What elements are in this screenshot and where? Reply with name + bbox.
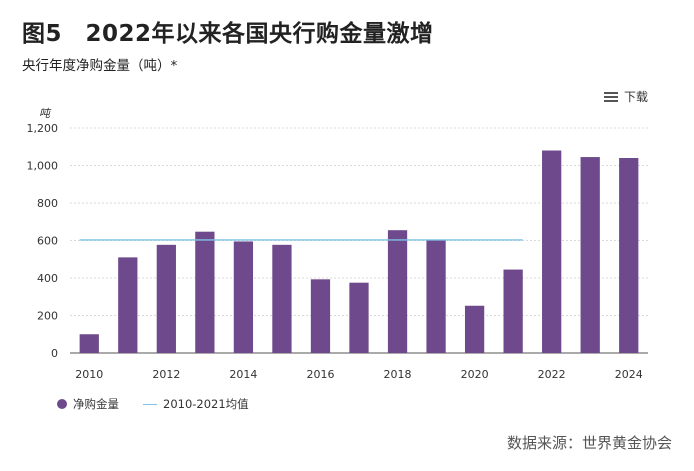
bar-2018 [387, 230, 408, 353]
menu-icon [604, 90, 618, 104]
figure-title: 图5 2022年以来各国央行购金量激增 [22, 21, 434, 47]
y-tick-label: 800 [37, 197, 58, 210]
y-tick-label: 1,000 [27, 160, 59, 173]
bar-2020 [464, 305, 485, 353]
x-tick-label: 2020 [461, 368, 489, 381]
bar-2023 [580, 157, 600, 353]
bar-2015 [272, 244, 292, 353]
x-tick-label: 2014 [229, 368, 257, 381]
y-tick-label: 200 [37, 310, 58, 323]
x-tick-label: 2024 [615, 368, 643, 381]
x-tick-label: 2016 [306, 368, 334, 381]
bar-2019 [426, 240, 446, 353]
bar-2010 [79, 334, 99, 353]
bar-2012 [156, 244, 176, 353]
bar-2011 [118, 257, 138, 353]
bar-2013 [195, 231, 215, 353]
bar-2021 [503, 269, 523, 353]
y-tick-label: 600 [37, 235, 58, 248]
y-tick-label: 1,200 [27, 122, 59, 135]
legend-item-average[interactable]: 2010-2021均值 [143, 396, 249, 412]
legend-swatch-bars [57, 399, 67, 409]
bar-2017 [349, 282, 369, 353]
bar-2022 [542, 150, 562, 353]
legend-label-bars: 净购金量 [73, 397, 119, 411]
chart-legend: 净购金量 2010-2021均值 [57, 396, 273, 412]
figure-subtitle: 央行年度净购金量（吨）* [22, 58, 178, 74]
download-label: 下载 [624, 90, 649, 104]
source-note: 数据来源：世界黄金协会 [506, 434, 672, 452]
legend-swatch-average [143, 403, 157, 405]
bar-2016 [310, 279, 331, 353]
x-tick-label: 2022 [538, 368, 566, 381]
legend-item-bars[interactable]: 净购金量 [57, 396, 119, 412]
legend-label-average: 2010-2021均值 [163, 397, 249, 411]
bar-2014 [233, 241, 254, 353]
download-button[interactable]: 下载 [604, 88, 648, 105]
y-axis-unit-label: 吨 [39, 107, 52, 120]
y-tick-label: 0 [51, 347, 58, 360]
x-tick-label: 2012 [152, 368, 180, 381]
x-tick-label: 2018 [384, 368, 412, 381]
y-tick-label: 400 [37, 272, 58, 285]
bar-2024 [619, 158, 639, 353]
x-tick-label: 2010 [75, 368, 103, 381]
